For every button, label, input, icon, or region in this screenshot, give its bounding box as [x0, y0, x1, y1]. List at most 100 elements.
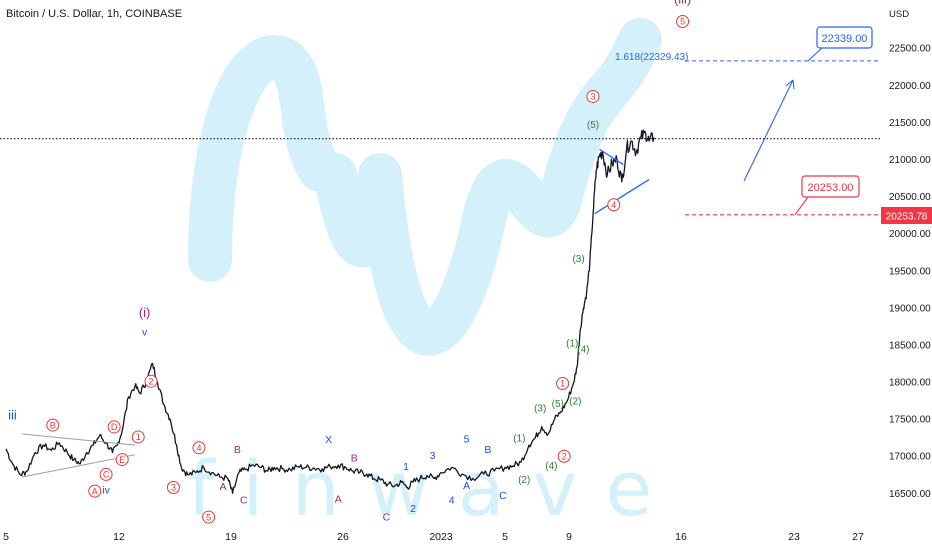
flag-lower-line[interactable]	[594, 178, 650, 215]
wave-label-circle	[166, 480, 180, 494]
wave-label[interactable]: B	[351, 453, 358, 465]
wave-label[interactable]: (2)	[569, 397, 581, 408]
wave-label[interactable]: (5)	[587, 120, 599, 131]
x-tick-label: 9	[566, 531, 572, 543]
currency-label: USD	[889, 9, 909, 20]
wave-label[interactable]: 3	[166, 480, 180, 494]
y-tick-label: 19500.00	[889, 266, 931, 277]
y-tick-label: 18500.00	[889, 340, 931, 351]
wave-label[interactable]: 1	[403, 461, 409, 473]
wave-label-text: (4)	[577, 345, 589, 356]
wave-label-circle	[192, 441, 206, 455]
wave-label[interactable]: 4	[192, 441, 206, 455]
wave-label[interactable]: (3)	[534, 403, 546, 414]
wave-label[interactable]: iv	[102, 485, 110, 497]
wave-label[interactable]: iii	[8, 407, 17, 422]
wave-label-text: C	[499, 490, 507, 502]
wave-label[interactable]: 2	[410, 503, 416, 515]
target-callout[interactable]: 22339.00	[816, 26, 873, 49]
wave-label-text: (4)	[545, 461, 557, 472]
projection-arrow[interactable]	[743, 79, 794, 182]
wave-label-circle	[202, 510, 216, 524]
wave-label[interactable]: 2	[144, 374, 158, 388]
triangle-upper-line[interactable]	[22, 433, 136, 446]
wave-label-circle	[131, 430, 145, 444]
wave-label[interactable]: C	[240, 494, 248, 506]
wave-label[interactable]: C	[99, 467, 113, 481]
wave-label-text: B	[484, 444, 491, 456]
wave-label[interactable]: B	[46, 418, 60, 432]
wave-label[interactable]: 2	[557, 449, 571, 463]
wave-label[interactable]: 4	[449, 494, 455, 506]
wave-label-circle	[144, 374, 158, 388]
wave-label[interactable]: 5	[202, 510, 216, 524]
wave-label-text: (2)	[569, 397, 581, 408]
wave-label[interactable]: (2)	[518, 475, 530, 486]
flag-upper-line[interactable]	[599, 148, 624, 166]
wave-label[interactable]: X	[325, 434, 332, 446]
wave-label-text: A	[219, 481, 226, 493]
support-callout[interactable]: 20253.00	[801, 175, 860, 198]
wave-label-text: (2)	[518, 475, 530, 486]
wave-label[interactable]: 4	[607, 198, 621, 212]
y-tick-label: 20500.00	[889, 192, 931, 203]
x-tick-label: 16	[675, 531, 687, 543]
wave-label[interactable]: D	[107, 420, 121, 434]
wave-label[interactable]: E	[115, 453, 129, 467]
wave-label-text: 1	[403, 461, 409, 473]
wave-label-text: iii	[8, 407, 17, 422]
wave-label-text: iv	[102, 485, 110, 497]
wave-label-text: B	[351, 453, 358, 465]
wave-label[interactable]: (i)	[139, 305, 151, 320]
wave-label[interactable]: 5	[676, 15, 690, 29]
wave-label[interactable]: 3	[586, 89, 600, 103]
symbol-title: Bitcoin / U.S. Dollar, 1h, COINBASE	[6, 8, 183, 20]
wave-label-text: X	[325, 434, 332, 446]
wave-label[interactable]: 5	[464, 433, 470, 445]
wave-label-text: C	[103, 470, 110, 480]
wave-label-text: A	[92, 486, 98, 496]
wave-label[interactable]: A	[335, 494, 342, 506]
target-label: 22339.00	[822, 33, 868, 45]
price-series[interactable]	[5, 129, 655, 494]
wave-label[interactable]: B	[234, 444, 241, 456]
wave-label[interactable]: B	[484, 444, 491, 456]
wave-label[interactable]: A	[88, 484, 102, 498]
wave-label[interactable]: C	[499, 490, 507, 502]
wave-label-text: 3	[171, 483, 176, 493]
y-tick-label: 19000.00	[889, 303, 931, 314]
y-tick-label: 21000.00	[889, 155, 931, 166]
wave-label-text: C	[240, 494, 248, 506]
wave-label[interactable]: (4)	[577, 345, 589, 356]
x-tick-label: 23	[788, 531, 800, 543]
wave-label-circle	[556, 377, 570, 391]
wave-label[interactable]: (3)	[572, 254, 584, 265]
x-axis[interactable]: 5 12 19 26 2023 5 9 16 23 27	[3, 531, 864, 543]
wave-label[interactable]: (4)	[545, 461, 557, 472]
wave-label[interactable]: 1	[131, 430, 145, 444]
support-label: 20253.00	[808, 182, 854, 194]
wave-label-text: A	[335, 494, 342, 506]
support-pointer	[794, 196, 809, 216]
wave-label[interactable]: (5)	[552, 399, 564, 410]
wave-label-text: (iii)	[674, 0, 691, 6]
y-tick-label: 17500.00	[889, 415, 931, 426]
wave-label-text: (i)	[139, 305, 151, 320]
x-tick-label: 2023	[429, 531, 453, 543]
wave-label-text: 5	[206, 512, 211, 522]
wave-label[interactable]: C	[383, 511, 391, 523]
wave-label[interactable]: (1)	[513, 434, 525, 445]
wave-label[interactable]: A	[463, 480, 470, 492]
wave-label[interactable]: v	[142, 327, 148, 339]
y-axis[interactable]: 16500.00 17000.00 17500.00 18000.00 18500.00…	[889, 44, 931, 500]
x-tick-label: 5	[3, 531, 9, 543]
wave-label[interactable]: (1)	[566, 339, 578, 350]
wave-label[interactable]: 3	[430, 450, 436, 462]
wave-label[interactable]: (iii)	[674, 0, 691, 6]
y-tick-label: 17000.00	[889, 452, 931, 463]
wave-label-circle	[115, 453, 129, 467]
support-price-badge-text: 20253.78	[886, 212, 928, 223]
wave-label[interactable]: 1	[556, 377, 570, 391]
wave-label[interactable]: A	[219, 481, 226, 493]
